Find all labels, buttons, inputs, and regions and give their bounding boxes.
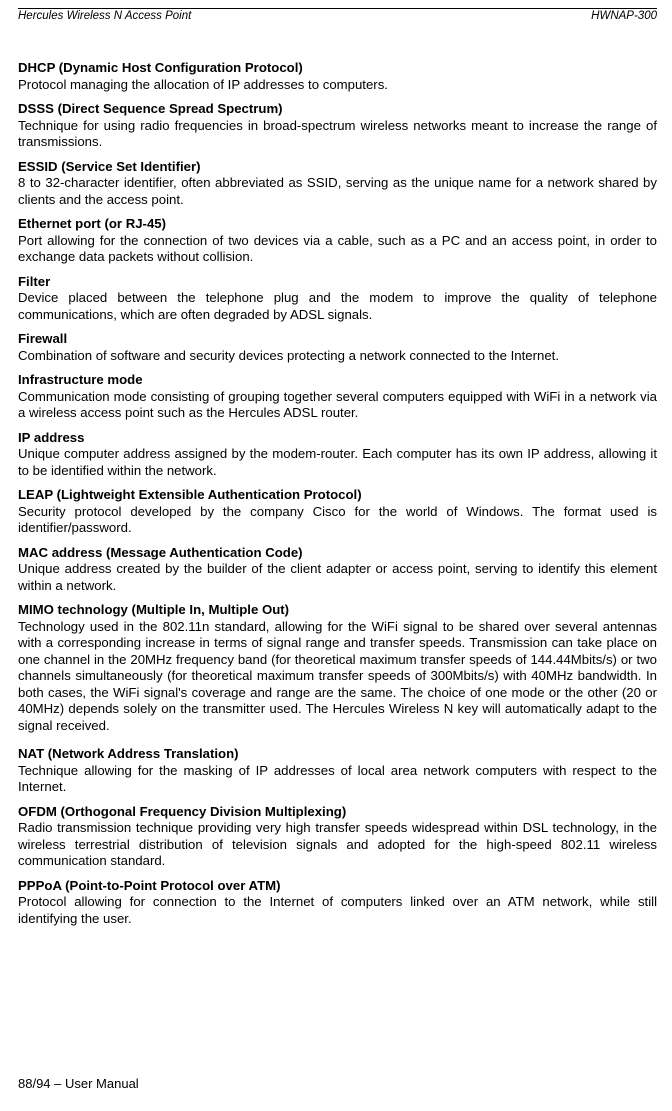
glossary-entry: PPPoA (Point-to-Point Protocol over ATM)…: [18, 878, 657, 928]
definition: Protocol allowing for connection to the …: [18, 894, 657, 927]
term: LEAP (Lightweight Extensible Authenticat…: [18, 487, 657, 504]
term: IP address: [18, 430, 657, 447]
glossary-entry: LEAP (Lightweight Extensible Authenticat…: [18, 487, 657, 537]
definition: Technique for using radio frequencies in…: [18, 118, 657, 151]
definition: Device placed between the telephone plug…: [18, 290, 657, 323]
term: Ethernet port (or RJ-45): [18, 216, 657, 233]
definition: Unique address created by the builder of…: [18, 561, 657, 594]
page-footer: 88/94 – User Manual: [18, 1076, 139, 1091]
glossary-entry: MIMO technology (Multiple In, Multiple O…: [18, 602, 657, 734]
page-header: Hercules Wireless N Access Point HWNAP-3…: [18, 8, 657, 22]
term: PPPoA (Point-to-Point Protocol over ATM): [18, 878, 657, 895]
term: OFDM (Orthogonal Frequency Division Mult…: [18, 804, 657, 821]
term: ESSID (Service Set Identifier): [18, 159, 657, 176]
glossary-entry: NAT (Network Address Translation) Techni…: [18, 746, 657, 796]
term: Infrastructure mode: [18, 372, 657, 389]
definition: Security protocol developed by the compa…: [18, 504, 657, 537]
header-left: Hercules Wireless N Access Point: [18, 10, 191, 22]
definition: Port allowing for the connection of two …: [18, 233, 657, 266]
page-container: Hercules Wireless N Access Point HWNAP-3…: [0, 0, 672, 1111]
glossary-entry: MAC address (Message Authentication Code…: [18, 545, 657, 595]
term: MIMO technology (Multiple In, Multiple O…: [18, 602, 657, 619]
term: Firewall: [18, 331, 657, 348]
definition: Combination of software and security dev…: [18, 348, 657, 365]
term: Filter: [18, 274, 657, 291]
definition: Communication mode consisting of groupin…: [18, 389, 657, 422]
glossary-entry: DHCP (Dynamic Host Configuration Protoco…: [18, 60, 657, 93]
header-right: HWNAP-300: [591, 10, 657, 22]
glossary-entry: Infrastructure mode Communication mode c…: [18, 372, 657, 422]
term: DSSS (Direct Sequence Spread Spectrum): [18, 101, 657, 118]
glossary-entry: OFDM (Orthogonal Frequency Division Mult…: [18, 804, 657, 870]
definition: 8 to 32-character identifier, often abbr…: [18, 175, 657, 208]
term: DHCP (Dynamic Host Configuration Protoco…: [18, 60, 657, 77]
definition: Protocol managing the allocation of IP a…: [18, 77, 657, 94]
glossary-entry: IP address Unique computer address assig…: [18, 430, 657, 480]
glossary-entry: Filter Device placed between the telepho…: [18, 274, 657, 324]
glossary-body: DHCP (Dynamic Host Configuration Protoco…: [18, 60, 657, 927]
term: MAC address (Message Authentication Code…: [18, 545, 657, 562]
glossary-entry: ESSID (Service Set Identifier) 8 to 32-c…: [18, 159, 657, 209]
definition: Technique allowing for the masking of IP…: [18, 763, 657, 796]
definition: Unique computer address assigned by the …: [18, 446, 657, 479]
glossary-entry: DSSS (Direct Sequence Spread Spectrum) T…: [18, 101, 657, 151]
definition: Radio transmission technique providing v…: [18, 820, 657, 870]
glossary-entry: Ethernet port (or RJ-45) Port allowing f…: [18, 216, 657, 266]
definition: Technology used in the 802.11n standard,…: [18, 619, 657, 735]
term: NAT (Network Address Translation): [18, 746, 657, 763]
glossary-entry: Firewall Combination of software and sec…: [18, 331, 657, 364]
